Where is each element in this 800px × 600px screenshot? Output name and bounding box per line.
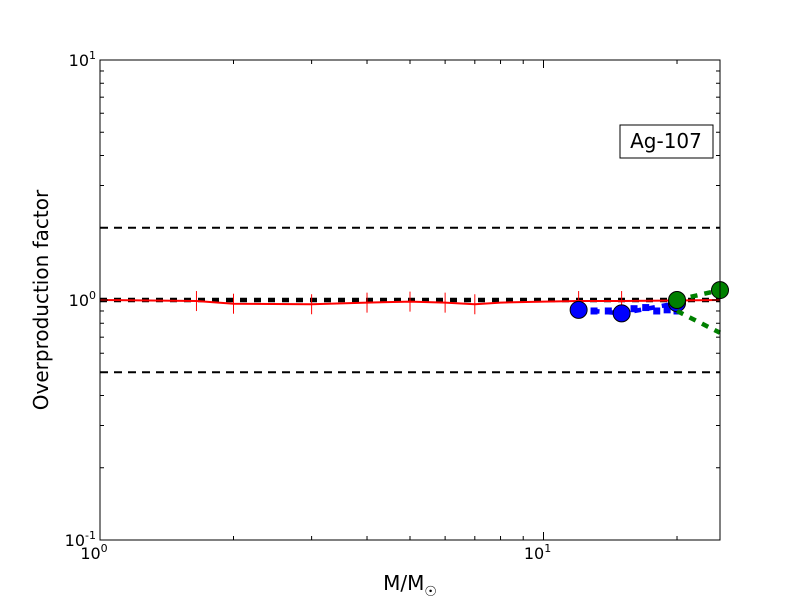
x-axis-label: M/M☉ [383,571,437,600]
x-axis-label-sub: ☉ [424,584,437,600]
tick-label-base: 10 [80,544,100,563]
tick-label-exponent: -1 [85,529,96,542]
series-1-small-marker [604,307,612,315]
tick-label-exponent: 0 [89,289,96,302]
series-1-small-marker [653,307,661,315]
tick-label-base: 10 [69,51,89,70]
y-tick-label: 101 [69,49,96,70]
y-tick-label: 10-1 [65,529,96,550]
annotation-frame [619,124,714,159]
x-tick-label: 101 [524,542,551,563]
series-layer [99,281,729,335]
series-2-branch-line [675,308,722,335]
x-tick-label: 100 [80,542,107,563]
annotation-box: Ag-107 [619,124,714,159]
tick-label-base: 10 [65,531,85,550]
y-tick-label: 100 [69,289,96,310]
series-1-small-marker [590,307,598,315]
annotation-label: Ag-107 [630,129,702,153]
series-0 [99,291,721,315]
tick-label-exponent: 1 [544,542,551,555]
series-0-line [99,299,721,306]
series-1-small-marker [630,305,638,313]
series-1-small-marker [642,304,650,312]
series-1-marker [612,304,631,323]
y-axis-label: Overproduction factor [29,189,53,410]
series-2-marker [668,291,687,309]
series-1-marker [569,300,588,319]
tick-label-exponent: 0 [101,542,108,555]
x-axis-label-main: M/M [383,571,424,595]
tick-label-base: 10 [524,544,544,563]
series-1-small-marker [663,306,671,314]
tick-label-base: 10 [69,291,89,310]
tick-label-exponent: 1 [89,49,96,62]
axis-ticks [99,59,720,541]
